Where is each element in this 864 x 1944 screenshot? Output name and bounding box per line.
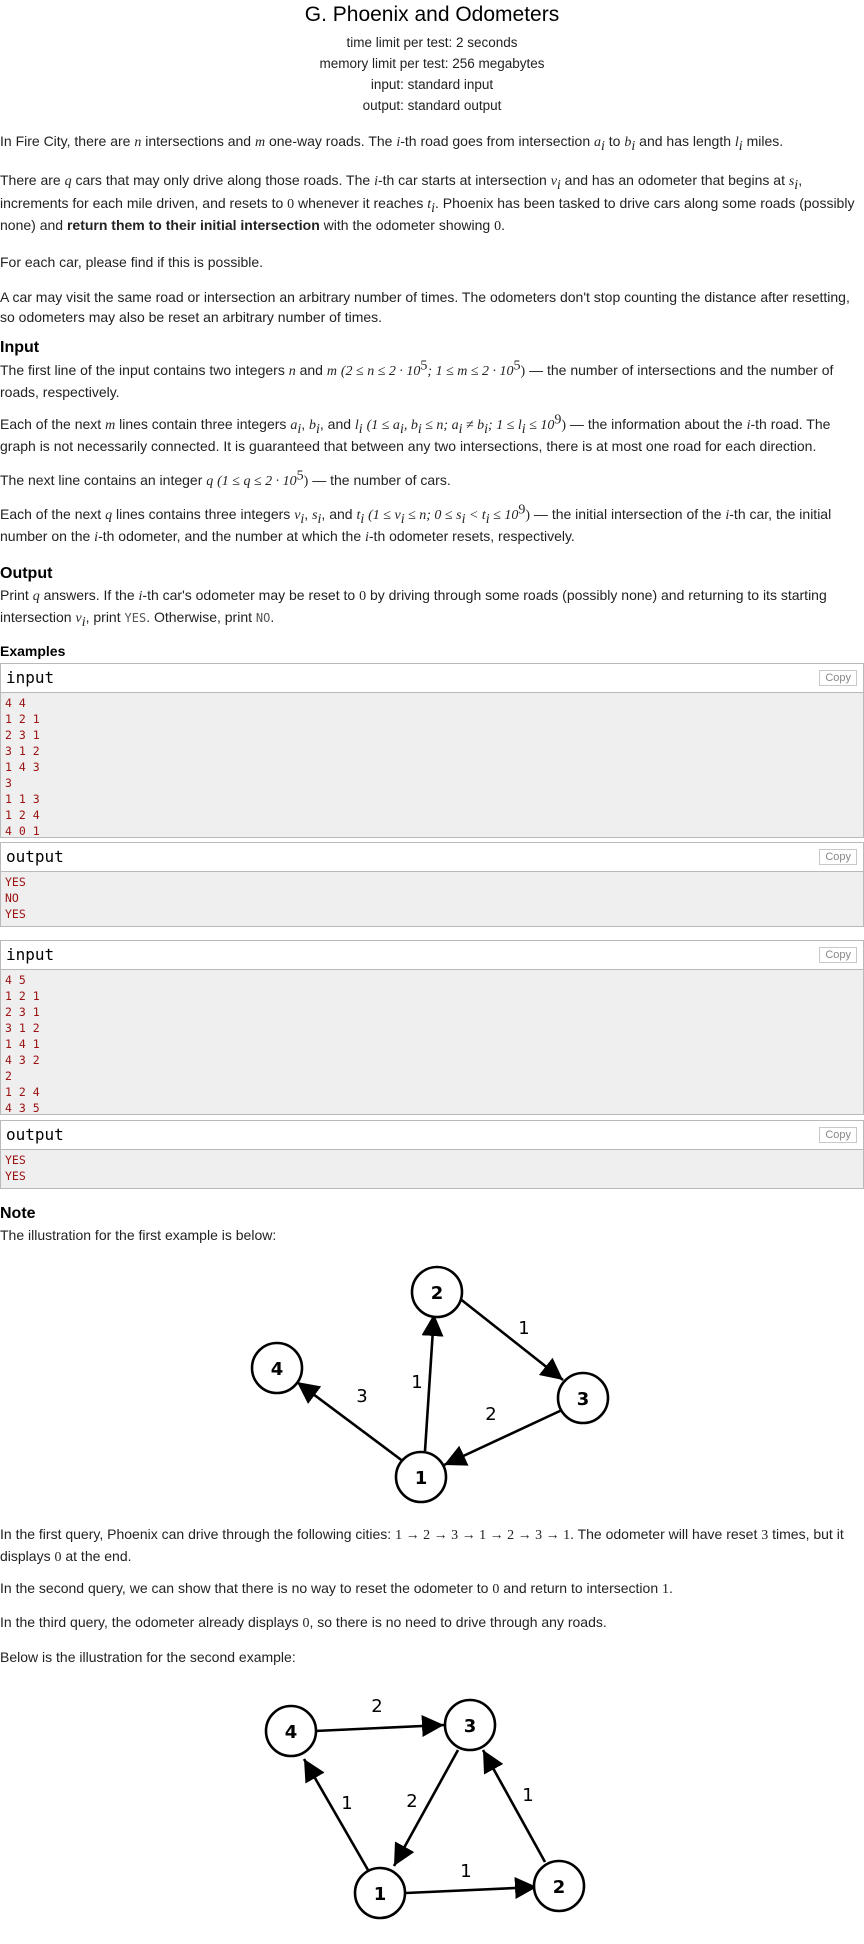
edge-4-3 <box>314 1715 445 1738</box>
time-limit: time limit per test: 2 seconds <box>346 35 518 50</box>
note-query-1: In the first query, Phoenix can drive th… <box>0 1526 844 1565</box>
copy-button[interactable]: Copy <box>819 1127 857 1143</box>
edge-3-1 <box>443 1408 563 1467</box>
note-second-intro: Below is the illustration for the second… <box>0 1649 296 1665</box>
node-3-label: 3 <box>464 1716 477 1737</box>
input-line-1: The first line of the input contains two… <box>0 358 834 400</box>
output-heading: Output <box>0 565 53 582</box>
examples-heading: Examples <box>0 643 66 659</box>
node-2-label: 2 <box>553 1877 566 1898</box>
copy-button[interactable]: Copy <box>819 849 857 865</box>
example-2-output-title: output Copy <box>1 1121 863 1150</box>
output-text: Print q answers. If the i-th car's odome… <box>0 587 827 630</box>
note-query-2: In the second query, we can show that th… <box>0 1580 673 1597</box>
input-file: input: standard input <box>370 77 494 92</box>
problem-title: G. Phoenix and Odometers <box>304 3 560 26</box>
problem-header: G. Phoenix and Odometers time limit per … <box>0 0 864 116</box>
edge-2-3 <box>453 1292 564 1382</box>
edge-4-3-weight: 2 <box>371 1696 382 1717</box>
input-label: input <box>6 668 55 687</box>
edge-1-2-weight: 1 <box>460 1861 471 1882</box>
example-1-output-title: output Copy <box>1 843 863 872</box>
node-2 <box>410 1265 464 1319</box>
edge-1-4-weight: 3 <box>356 1386 367 1407</box>
output-label: output <box>6 847 64 866</box>
memory-limit: memory limit per test: 256 megabytes <box>319 56 545 71</box>
node-4-label: 4 <box>285 1722 298 1743</box>
note-query-3: In the third query, the odometer already… <box>0 1614 607 1631</box>
example-1-input-title: input Copy <box>1 664 863 693</box>
input-label: input <box>6 945 55 964</box>
note-heading: Note <box>0 1205 36 1222</box>
edge-1-4 <box>296 1380 405 1464</box>
node-4 <box>264 1704 318 1758</box>
input-line-4: Each of the next q lines contains three … <box>0 502 832 545</box>
example-1-output-box: output Copy YES NO YES <box>0 842 864 927</box>
example-2-output-text[interactable]: YES YES <box>5 1153 26 1183</box>
edge-1-4-weight: 1 <box>341 1793 352 1814</box>
example-1-input-text[interactable]: 4 4 1 2 1 2 3 1 3 1 2 1 4 3 3 1 1 3 1 2 … <box>5 696 40 838</box>
input-line-3: The next line contains an integer q (1 ≤… <box>0 468 451 489</box>
example-1-output-text[interactable]: YES NO YES <box>5 875 26 921</box>
node-1 <box>353 1866 407 1920</box>
node-3-label: 3 <box>577 1389 590 1410</box>
copy-button[interactable]: Copy <box>819 947 857 963</box>
edge-1-2 <box>421 1313 444 1452</box>
edge-3-1 <box>392 1749 460 1867</box>
node-3 <box>556 1371 610 1425</box>
output-file: output: standard output <box>362 98 502 113</box>
edge-1-4 <box>302 1758 370 1871</box>
edge-2-3-weight: 1 <box>522 1785 533 1806</box>
edge-1-2-weight: 1 <box>411 1372 422 1393</box>
edge-2-3-weight: 1 <box>518 1318 529 1339</box>
edge-3-1-weight: 2 <box>406 1791 417 1812</box>
example-2-input-box: input Copy 4 5 1 2 1 2 3 1 3 1 2 1 4 1 4… <box>0 940 864 1115</box>
statement-paragraph-3: For each car, please find if this is pos… <box>0 254 264 270</box>
node-4-label: 4 <box>271 1359 284 1380</box>
example-1-graph: 1 2 3 4 1 1 2 3 <box>250 1265 610 1504</box>
node-2 <box>532 1859 586 1913</box>
note-intro: The illustration for the first example i… <box>0 1227 277 1243</box>
edge-1-2 <box>405 1877 538 1899</box>
node-2-label: 2 <box>431 1283 444 1304</box>
input-line-2: Each of the next m lines contain three i… <box>0 412 831 454</box>
statement-paragraph-1: In Fire City, there are n intersections … <box>0 133 784 154</box>
output-label: output <box>6 1125 64 1144</box>
example-2-input-title: input Copy <box>1 941 863 970</box>
example-2-input-text[interactable]: 4 5 1 2 1 2 3 1 3 1 2 1 4 1 4 3 2 2 1 2 … <box>5 973 40 1115</box>
node-1-label: 1 <box>374 1884 387 1905</box>
node-4 <box>250 1341 304 1395</box>
input-heading: Input <box>0 339 40 356</box>
node-3 <box>443 1698 497 1752</box>
example-2-graph: 1 2 3 4 1 1 2 1 2 <box>264 1696 586 1920</box>
example-1-input-box: input Copy 4 4 1 2 1 2 3 1 3 1 2 1 4 3 3… <box>0 663 864 838</box>
copy-button[interactable]: Copy <box>819 670 857 686</box>
statement-paragraph-4: A car may visit the same road or interse… <box>0 289 850 325</box>
statement-paragraph-2: There are q cars that may only drive alo… <box>0 172 855 234</box>
edge-3-1-weight: 2 <box>485 1404 496 1425</box>
node-1-label: 1 <box>415 1468 428 1489</box>
edge-2-3 <box>481 1749 547 1863</box>
node-1 <box>394 1450 448 1504</box>
example-2-output-box: output Copy YES YES <box>0 1120 864 1189</box>
